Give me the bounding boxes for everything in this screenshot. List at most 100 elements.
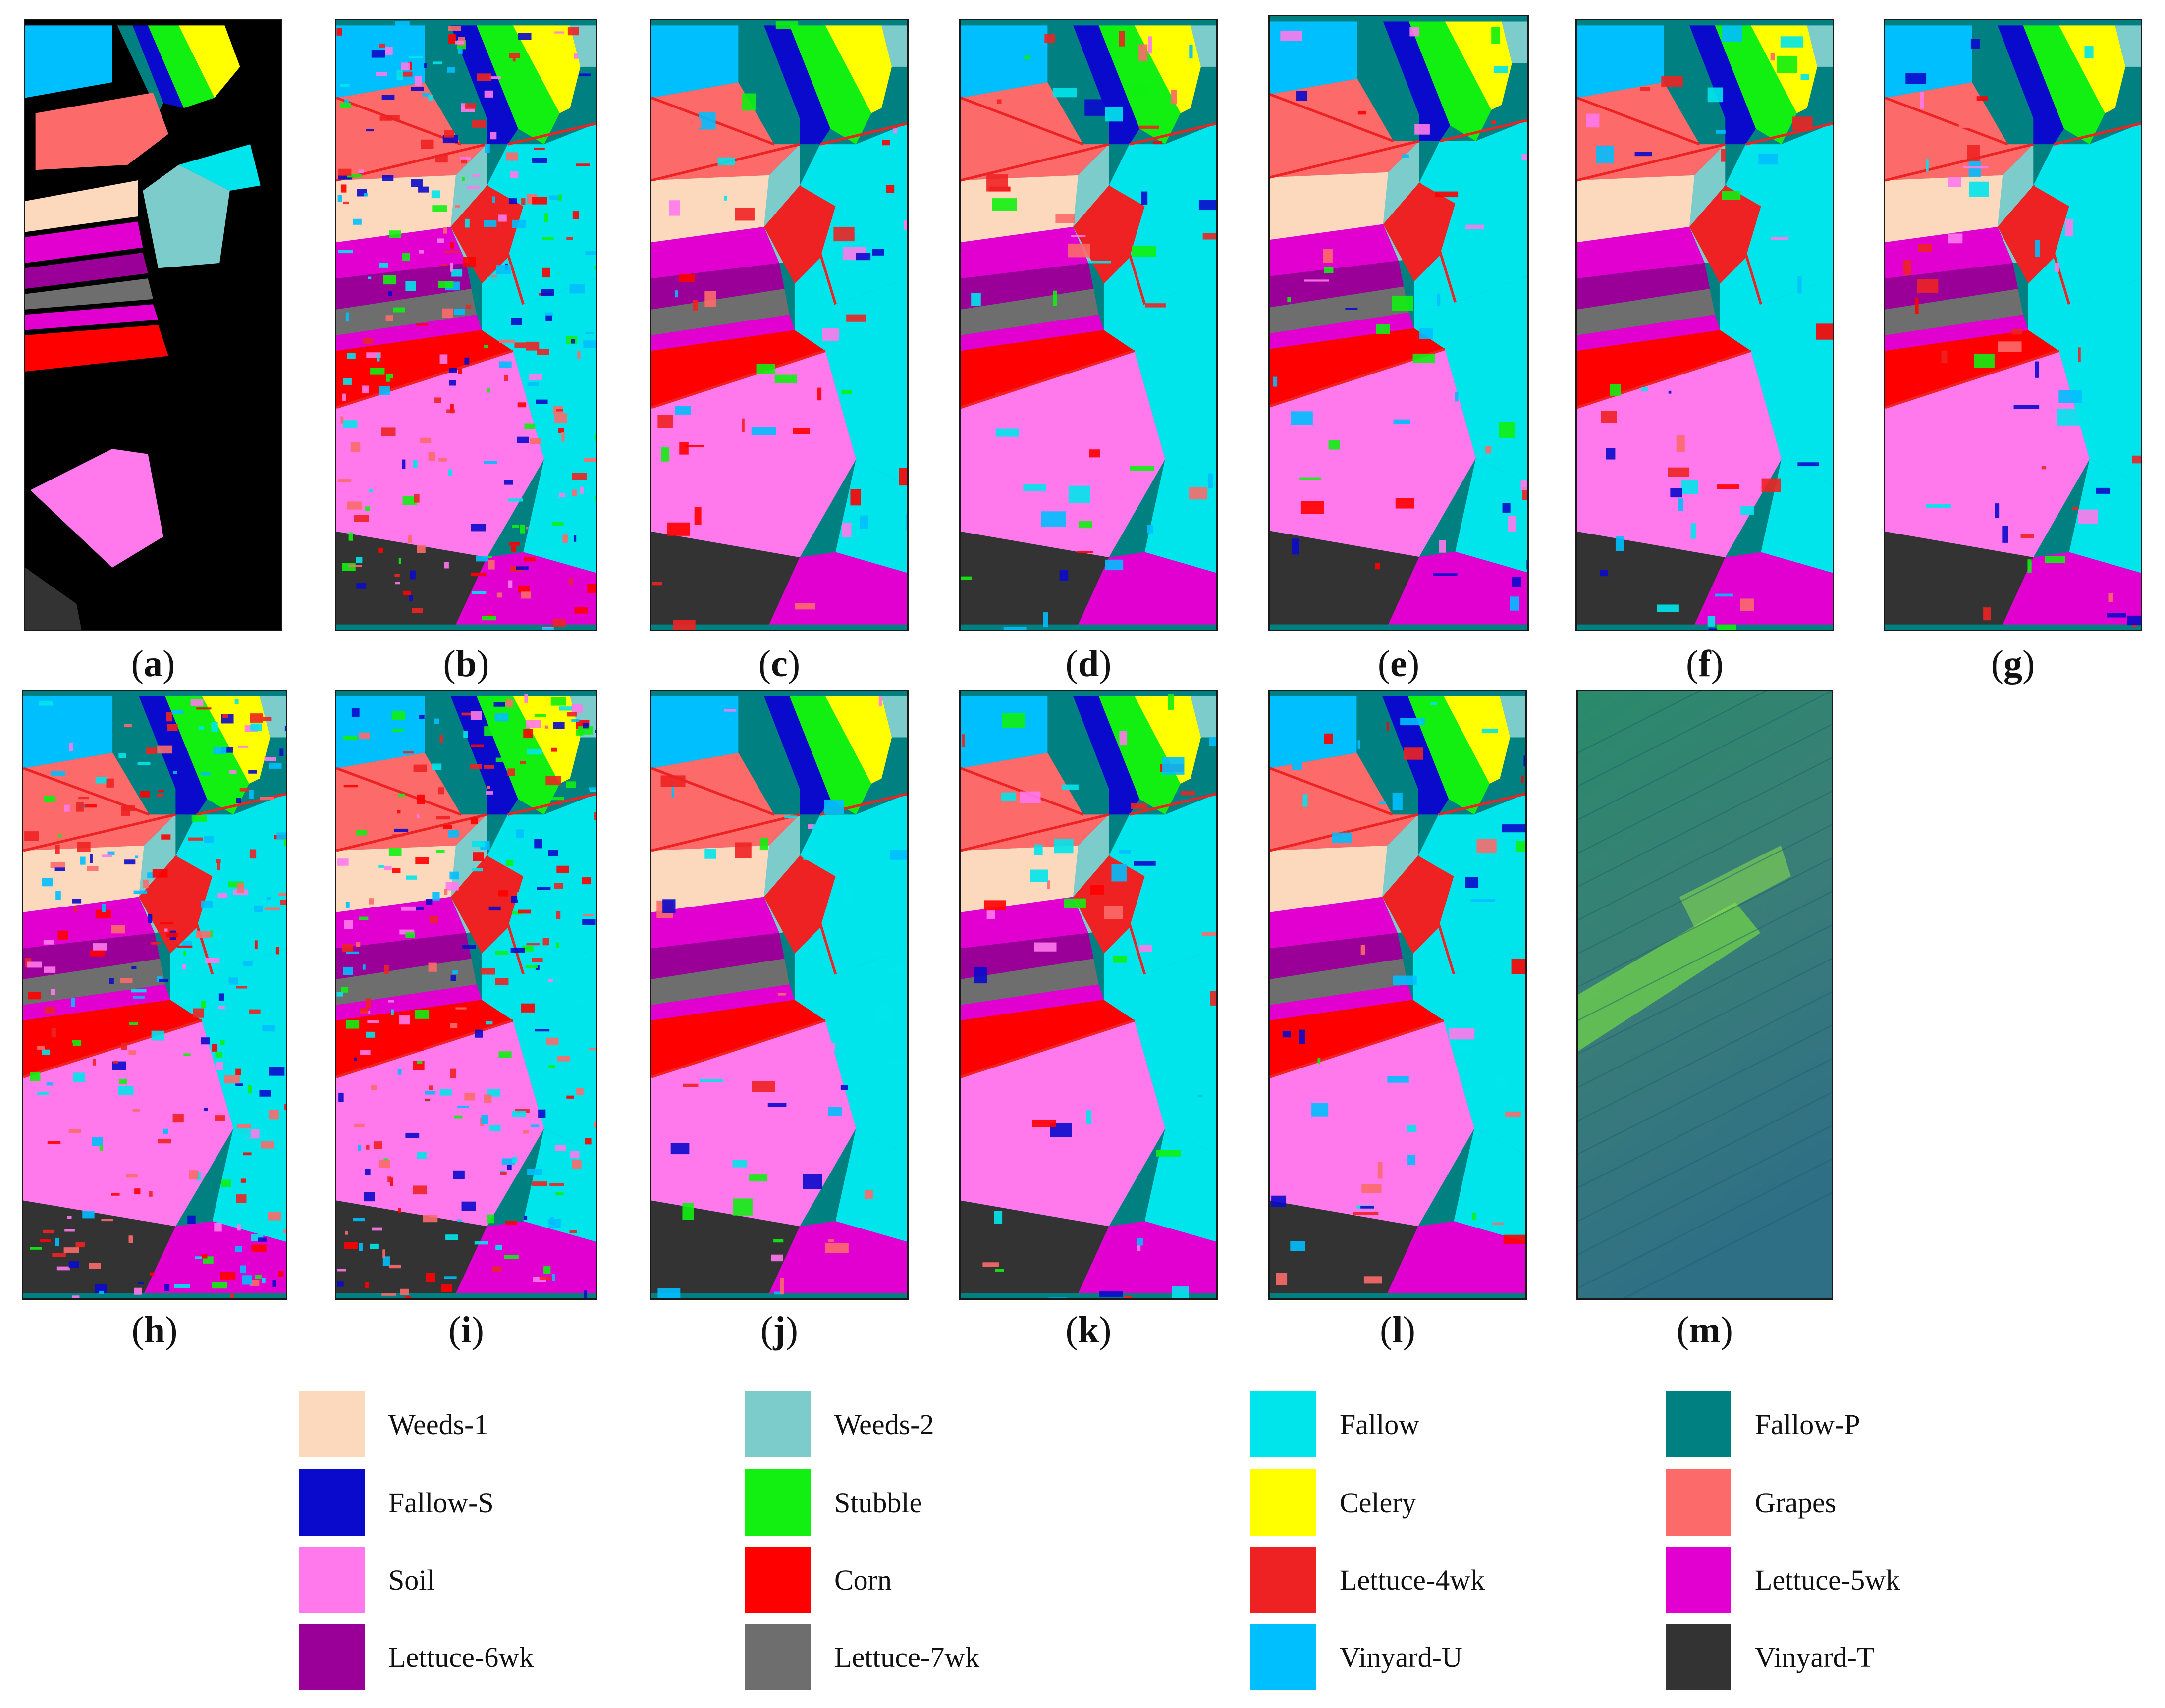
misclassified-patch [102, 904, 106, 912]
misclassified-patch [534, 147, 545, 150]
panel-f-map [1577, 20, 1833, 630]
misclassified-patch [595, 434, 596, 442]
field-boundary [1885, 349, 2059, 409]
misclassified-patch [517, 436, 529, 443]
misclassified-patch [448, 830, 459, 838]
misclassified-patch [566, 781, 576, 788]
misclassified-patch [1068, 485, 1090, 503]
misclassified-patch [1317, 1058, 1321, 1065]
misclassified-patch [1915, 297, 1919, 314]
misclassified-patch [401, 528, 416, 535]
misclassified-patch [363, 338, 373, 345]
misclassified-patch [511, 545, 517, 552]
misclassified-patch [444, 1276, 457, 1279]
misclassified-patch [995, 392, 1005, 395]
field-fallow [1109, 123, 1216, 305]
misclassified-patch [354, 1057, 357, 1061]
misclassified-patch [2013, 405, 2040, 409]
misclassified-patch [674, 406, 691, 415]
misclassified-patch [260, 797, 274, 801]
field-soil [651, 351, 856, 558]
misclassified-patch [542, 237, 554, 241]
misclassified-patch [396, 70, 403, 80]
misclassified-patch [343, 201, 349, 205]
panel-j-map [651, 691, 907, 1298]
misclassified-patch [1976, 96, 1988, 101]
field-boundary [1270, 140, 1420, 179]
misclassified-patch [1797, 276, 1802, 294]
panel-e-map [1270, 16, 1527, 630]
misclassified-patch [579, 486, 584, 494]
misclassified-patch [415, 1010, 430, 1019]
misclassified-patch [552, 1274, 555, 1281]
misclassified-patch [46, 1082, 53, 1086]
misclassified-patch [1071, 235, 1086, 237]
misclassified-patch [1048, 1167, 1073, 1179]
misclassified-patch [994, 1211, 1003, 1224]
misclassified-patch [356, 941, 361, 947]
misclassified-patch [532, 1181, 547, 1187]
misclassified-patch [234, 699, 239, 704]
misclassified-patch [803, 1174, 822, 1189]
field-grapes [961, 82, 1109, 181]
field-lettuce-7wk [961, 959, 1099, 1005]
misclassified-patch [1404, 747, 1423, 760]
misclassified-patch [1147, 525, 1154, 534]
legend-swatch [1250, 1624, 1316, 1690]
misclassified-patch [704, 291, 716, 307]
misclassified-patch [864, 1190, 873, 1199]
misclassified-patch [424, 63, 427, 68]
misclassified-patch [213, 747, 227, 754]
field-lettuce-6wk [961, 263, 1094, 310]
field-lettuce-7wk [23, 959, 165, 1005]
misclassified-patch [477, 756, 481, 765]
field-stubble [476, 696, 560, 815]
misclassified-patch [439, 735, 443, 743]
misclassified-patch [444, 562, 449, 569]
misclassified-patch [236, 1194, 247, 1203]
misclassified-patch [571, 704, 583, 713]
panel-g-map [1885, 20, 2141, 630]
misclassified-patch [577, 351, 581, 359]
legend-label: Fallow-S [388, 1487, 494, 1519]
misclassified-patch [382, 1249, 385, 1258]
misclassified-patch [256, 1017, 262, 1022]
field-weeds-1 [961, 175, 1079, 243]
misclassified-patch [55, 891, 61, 900]
misclassified-patch [55, 1237, 59, 1247]
misclassified-patch [339, 103, 351, 108]
misclassified-patch [906, 514, 907, 531]
misclassified-patch [2084, 46, 2094, 59]
misclassified-patch [457, 1105, 469, 1108]
misclassified-patch [1465, 224, 1484, 229]
misclassified-patch [89, 1263, 101, 1269]
misclassified-patch [512, 1111, 526, 1117]
misclassified-patch [1641, 387, 1648, 391]
field-fallow-s [450, 25, 518, 145]
misclassified-patch [345, 901, 350, 908]
misclassified-patch [535, 1029, 550, 1032]
field-boundary [1724, 185, 1762, 305]
misclassified-patch [508, 198, 517, 205]
field-boundary [961, 813, 1109, 852]
misclassified-patch [360, 1050, 371, 1055]
field-fallow-s [1383, 21, 1450, 141]
field-boundary [819, 122, 907, 146]
misclassified-patch [1502, 503, 1511, 513]
legend-swatch [1666, 1391, 1731, 1457]
misclassified-patch [472, 174, 480, 177]
misclassified-patch [187, 1215, 196, 1224]
misclassified-patch [1379, 801, 1386, 804]
misclassified-patch [887, 1060, 907, 1066]
misclassified-patch [279, 748, 284, 756]
legend-swatch [299, 1624, 365, 1690]
misclassified-patch [553, 722, 565, 729]
misclassified-patch [220, 1272, 236, 1281]
misclassified-patch [522, 945, 534, 952]
misclassified-patch [1465, 877, 1479, 888]
misclassified-patch [1661, 76, 1683, 87]
field-celery [178, 25, 240, 98]
misclassified-patch [166, 712, 173, 722]
misclassified-patch [433, 61, 442, 65]
field-boundary [1578, 1125, 1832, 1255]
